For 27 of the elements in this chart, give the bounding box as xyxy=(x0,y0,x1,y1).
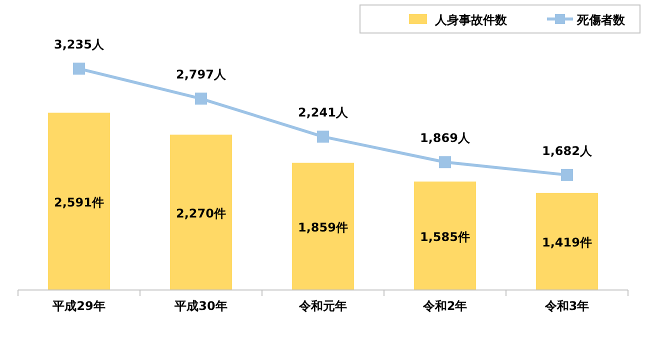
bar xyxy=(48,112,110,290)
bar xyxy=(170,134,232,290)
x-tick-label: 令和元年 xyxy=(298,299,347,313)
x-tick-label: 令和3年 xyxy=(544,299,590,313)
bar xyxy=(536,192,598,290)
data-label: 1,419件 xyxy=(542,235,592,250)
data-label: 1,682人 xyxy=(542,144,593,158)
data-label: 1,585件 xyxy=(420,230,470,244)
data-label: 2,270件 xyxy=(176,206,226,220)
point xyxy=(195,92,207,105)
data-label: 2,591件 xyxy=(54,195,104,210)
legend-label: 死傷者数 xyxy=(576,13,626,27)
point xyxy=(561,168,573,181)
bar xyxy=(414,182,476,290)
x-tick-label: 平成30年 xyxy=(174,299,228,313)
data-label: 2,241人 xyxy=(298,106,349,120)
point xyxy=(73,62,85,75)
data-label: 1,869人 xyxy=(420,131,471,146)
data-label: 3,235人 xyxy=(54,38,105,52)
x-tick-label: 平成29年 xyxy=(52,299,106,313)
point xyxy=(439,156,451,168)
x-tick-label: 令和2年 xyxy=(422,299,468,313)
data-label: 1,859件 xyxy=(298,220,348,234)
point xyxy=(317,130,329,143)
data-label: 2,797人 xyxy=(176,68,227,82)
legend-label: 人身事故件数 xyxy=(434,13,508,27)
bar xyxy=(292,162,354,290)
